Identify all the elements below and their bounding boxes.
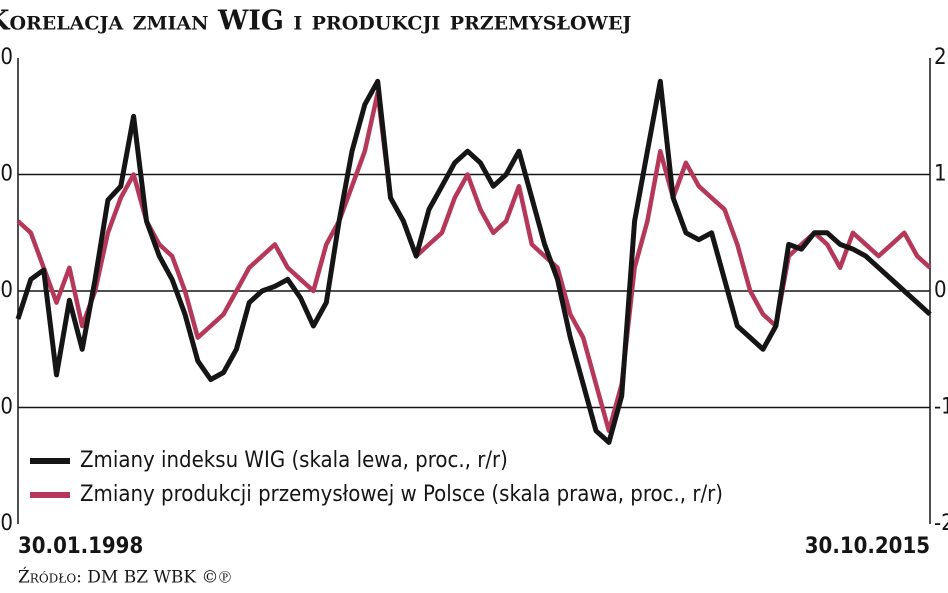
y-tick-label: -50 <box>0 395 13 420</box>
y-tick-label: 100 <box>0 45 13 70</box>
source: Źródło: DM BZ WBK ©℗ <box>18 567 232 588</box>
x-tick-label: 30.01.1998 <box>18 534 143 559</box>
series-line <box>16 90 932 434</box>
legend-label: Zmiany indeksu WIG (skala lewa, proc., r… <box>80 448 508 473</box>
y-tick-label: 50 <box>0 162 13 187</box>
y2-tick-label: 0 <box>934 278 947 303</box>
y2-tick-label: 20 <box>934 45 948 70</box>
chart-title: Korelacja zmian WIG i produkcji przemysł… <box>0 6 631 37</box>
series-line <box>15 78 932 445</box>
y-tick-label: -100 <box>0 511 13 536</box>
y-tick-label: 0 <box>0 278 13 303</box>
y2-tick-label: -20 <box>934 511 948 536</box>
legend-label: Zmiany produkcji przemysłowej w Polsce (… <box>80 482 723 507</box>
x-tick-label: 30.10.2015 <box>805 534 930 559</box>
y2-tick-label: 10 <box>934 162 948 187</box>
y2-tick-label: -10 <box>934 395 948 420</box>
